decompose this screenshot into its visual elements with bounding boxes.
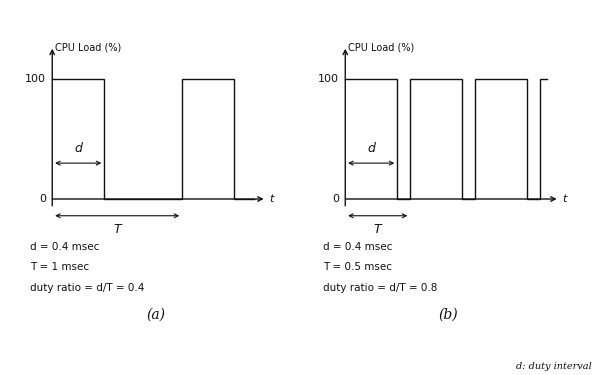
Text: 0: 0 bbox=[39, 194, 46, 204]
Text: duty ratio = d/T = 0.8: duty ratio = d/T = 0.8 bbox=[323, 283, 437, 293]
Text: 100: 100 bbox=[318, 74, 339, 84]
Text: T: T bbox=[374, 223, 382, 236]
Text: (a): (a) bbox=[146, 308, 165, 321]
Text: (b): (b) bbox=[439, 308, 458, 321]
Text: d = 0.4 msec: d = 0.4 msec bbox=[30, 242, 99, 252]
Text: T = 1 msec: T = 1 msec bbox=[30, 262, 89, 273]
Text: d: duty interval: d: duty interval bbox=[516, 362, 592, 371]
Text: duty ratio = d/T = 0.4: duty ratio = d/T = 0.4 bbox=[30, 283, 144, 293]
Text: 0: 0 bbox=[332, 194, 339, 204]
Text: 100: 100 bbox=[25, 74, 46, 84]
Text: t: t bbox=[269, 194, 273, 204]
Text: T: T bbox=[114, 223, 121, 236]
Text: T = 0.5 msec: T = 0.5 msec bbox=[323, 262, 392, 273]
Text: t: t bbox=[562, 194, 566, 204]
Text: d: d bbox=[74, 142, 82, 155]
Text: CPU Load (%): CPU Load (%) bbox=[55, 42, 121, 52]
Text: CPU Load (%): CPU Load (%) bbox=[348, 42, 414, 52]
Text: d = 0.4 msec: d = 0.4 msec bbox=[323, 242, 392, 252]
Text: d: d bbox=[367, 142, 375, 155]
